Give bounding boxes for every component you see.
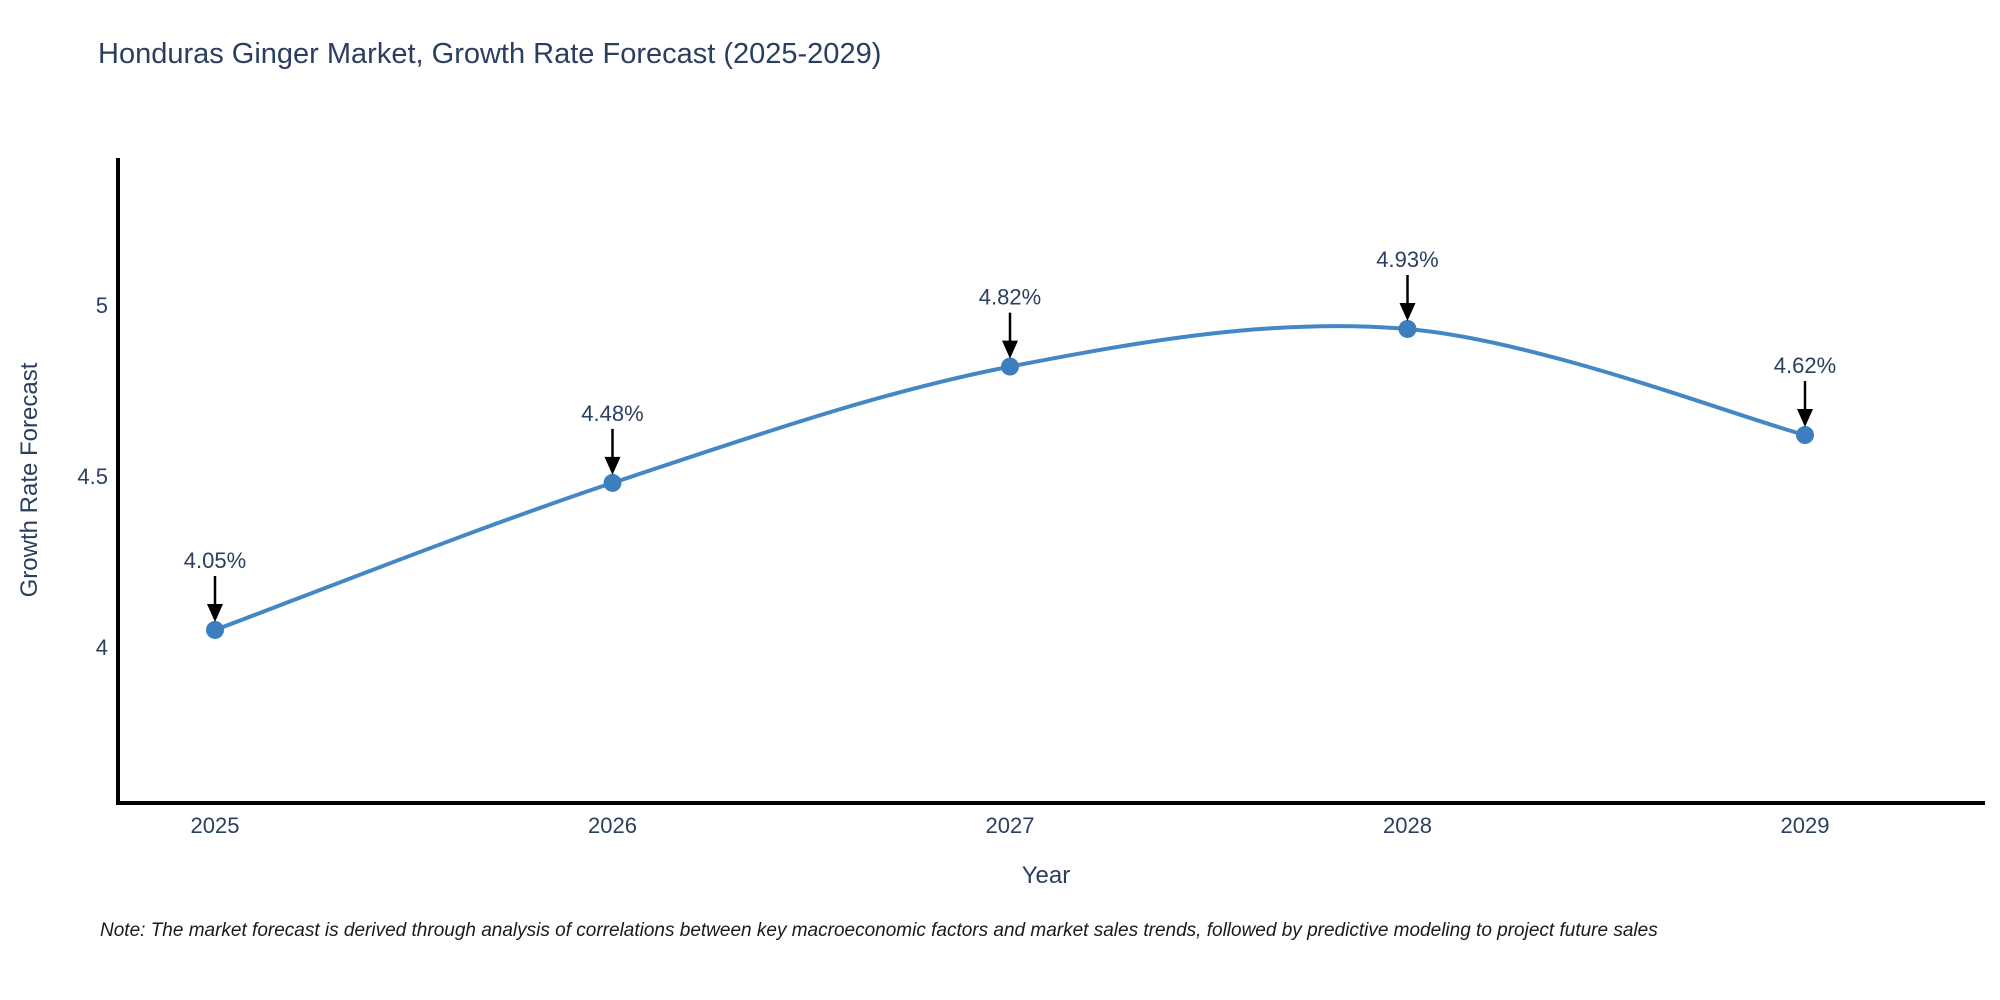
x-tick-label: 2028 <box>1383 813 1432 838</box>
footnote: Note: The market forecast is derived thr… <box>100 920 1658 941</box>
x-tick-label: 2027 <box>986 813 1035 838</box>
annotation-arrowhead <box>1399 302 1416 321</box>
x-tick-label: 2026 <box>588 813 637 838</box>
data-label: 4.93% <box>1376 247 1438 272</box>
x-tick-label: 2029 <box>1781 813 1830 838</box>
x-tick-label: 2025 <box>191 813 240 838</box>
axes-lines <box>116 158 1985 805</box>
data-label: 4.82% <box>979 285 1041 310</box>
data-point-2025 <box>206 620 224 639</box>
data-label: 4.62% <box>1774 353 1836 378</box>
annotation-arrowhead <box>604 456 621 475</box>
chart-title: Honduras Ginger Market, Growth Rate Fore… <box>98 38 882 70</box>
y-tick-label: 5 <box>96 293 108 318</box>
data-label: 4.48% <box>581 401 643 426</box>
data-point-2026 <box>603 473 622 492</box>
y-tick-label: 4 <box>96 635 108 660</box>
annotation-arrowhead <box>1002 340 1018 359</box>
x-axis-title: Year <box>1021 862 1071 889</box>
data-point-2029 <box>1796 426 1814 445</box>
y-axis-title: Growth Rate Forecast <box>16 362 43 598</box>
data-point-2027 <box>1001 357 1019 376</box>
y-tick-label: 4.5 <box>77 464 108 489</box>
annotation-arrowhead <box>207 603 223 622</box>
data-label: 4.05% <box>184 548 246 573</box>
annotation-arrowhead <box>1797 409 1813 428</box>
data-point-2028 <box>1398 319 1417 338</box>
